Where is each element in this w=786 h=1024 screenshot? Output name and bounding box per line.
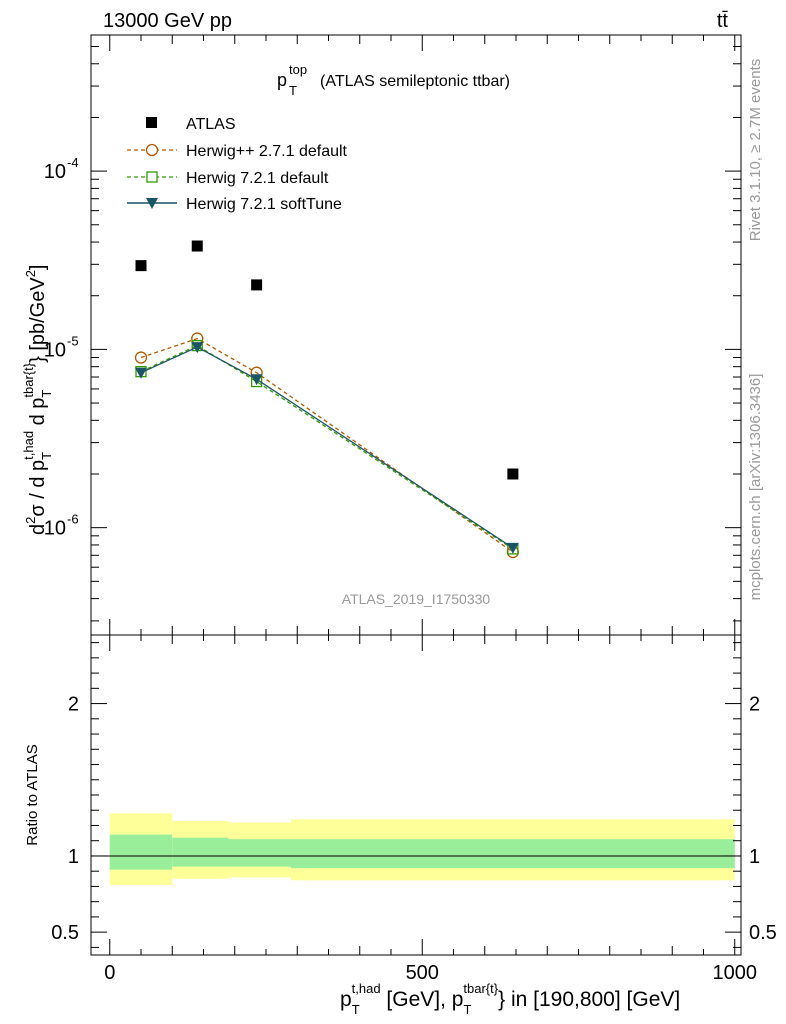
y-tick-label: 10 (44, 339, 66, 361)
rivet-version-label: Rivet 3.1.10, ≥ 2.7M events (747, 59, 764, 242)
ratio-y-tick-label-right: 2 (749, 694, 760, 716)
x-tick-label: 0 (104, 962, 115, 984)
data-point-herwig7-softtune (250, 374, 263, 386)
data-point-atlas (507, 468, 519, 480)
legend: ATLAS Herwig++ 2.7.1 default Herwig 7.2.… (127, 116, 348, 213)
axis-ticks (91, 35, 741, 955)
ratio-plot-frame (90, 634, 742, 956)
ratio-band-inner (228, 839, 291, 867)
y-tick-exponent: -5 (67, 333, 79, 348)
legend-label-herwig7-softtune: Herwig 7.2.1 softTune (186, 196, 342, 213)
legend-label-herwigpp: Herwig++ 2.7.1 default (186, 143, 348, 160)
series-line (140, 346, 514, 549)
ratio-y-tick-label-right: 1 (749, 846, 760, 868)
y-tick-label: 10 (44, 518, 66, 540)
title-sub: T (289, 83, 297, 98)
legend-marker-atlas (146, 117, 157, 128)
x-axis-label: pTt,had [GeV], pTtbar{t}} in [190,800] [… (340, 981, 680, 1017)
data-point-herwig7-softtune (506, 542, 519, 554)
plot-title: p T top (ATLAS semileptonic ttbar) (277, 62, 510, 98)
title-p: p (277, 70, 287, 90)
series-layer (134, 240, 520, 559)
header-right: tt̄ (717, 10, 729, 32)
mcplots-label: mcplots.cern.ch [arXiv:1306.3436] (747, 374, 764, 601)
y-tick-exponent: -4 (67, 155, 79, 170)
ratio-band-inner (291, 839, 735, 869)
y-tick-exponent: -6 (67, 512, 79, 527)
legend-marker-herwigpp (145, 143, 159, 157)
legend-label-atlas: ATLAS (186, 116, 236, 133)
ratio-band-inner (109, 834, 173, 870)
title-sup: top (289, 62, 307, 77)
title-rest: (ATLAS semileptonic ttbar) (320, 73, 510, 90)
y-axis-label: d2σ / d pTt,had d pTtbar{t}} [pb/GeV2] (21, 265, 54, 536)
ratio-y-tick-label: 0.5 (51, 922, 79, 944)
header-left: 13000 GeV pp (103, 10, 232, 32)
data-point-atlas (135, 260, 147, 272)
x-tick-label: 500 (406, 962, 439, 984)
ratio-y-tick-label: 2 (68, 694, 79, 716)
data-point-atlas (191, 240, 203, 252)
data-point-herwigpp (134, 351, 148, 364)
data-point-herwig7-softtune (135, 367, 147, 379)
ratio-y-tick-label-right: 0.5 (749, 922, 777, 944)
svg-text:pTt,had [GeV], pTtbar{t}} in [: pTt,had [GeV], pTtbar{t}} in [190,800] [… (340, 981, 680, 1017)
ratio-band-inner (172, 837, 229, 867)
data-point-herwig7-softtune (191, 342, 204, 354)
ratio-y-axis-label: Ratio to ATLAS (24, 744, 41, 845)
ratio-y-tick-label: 1 (68, 846, 79, 868)
analysis-watermark: ATLAS_2019_I1750330 (342, 591, 491, 607)
series-line (140, 337, 514, 553)
x-tick-label: 1000 (713, 962, 758, 984)
legend-marker-herwig7-default (146, 171, 158, 183)
series-line (140, 344, 514, 550)
data-point-atlas (251, 279, 263, 291)
ratio-bands (109, 813, 735, 885)
svg-text:d2σ / d pTt,had d pTtbar{t}}: d2σ / d pTt,had d pTtbar{t}} [pb/GeV2] (21, 265, 54, 536)
y-tick-label: 10 (44, 161, 66, 183)
legend-label-herwig7-default: Herwig 7.2.1 default (186, 170, 329, 187)
legend-marker-herwig7-softtune (146, 198, 158, 209)
